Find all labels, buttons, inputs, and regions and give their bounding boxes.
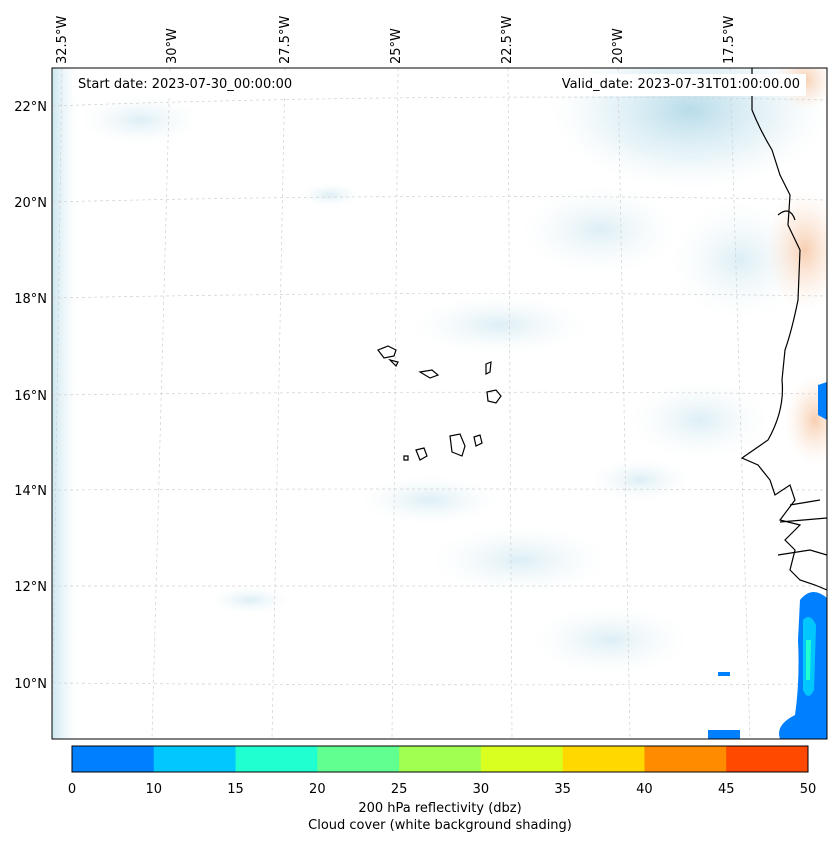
colorbar-label: 200 hPa reflectivity (dbz) — [358, 801, 522, 816]
reflectivity-cells — [708, 382, 827, 739]
map-area — [52, 68, 827, 739]
colorbar-tick-label: 20 — [309, 782, 326, 797]
lon-label: 32.5°W — [55, 16, 70, 64]
colorbar-tick-label: 35 — [554, 782, 571, 797]
colorbar-tick-label: 45 — [717, 782, 735, 797]
lat-label: 16°N — [14, 389, 47, 404]
lat-label: 18°N — [14, 292, 47, 307]
lat-label: 10°N — [14, 677, 47, 692]
islands — [377, 345, 502, 461]
colorbar-segment — [235, 746, 318, 772]
colorbar-sublabel: Cloud cover (white background shading) — [308, 818, 572, 833]
valid-date-label: Valid_date: 2023-07-31T01:00:00.00 — [555, 74, 806, 96]
coastline — [740, 68, 827, 591]
lon-label: 25°W — [389, 28, 404, 64]
colorbar-frame — [71, 745, 809, 773]
lat-label: 12°N — [14, 580, 47, 595]
colorbar — [72, 746, 809, 772]
colorbar-segment — [562, 746, 645, 772]
colorbar-segment — [399, 746, 482, 772]
colorbar-segment — [72, 746, 155, 772]
lon-label: 27.5°W — [278, 16, 293, 64]
lat-label: 14°N — [14, 484, 47, 499]
colorbar-tick-label: 10 — [145, 782, 163, 797]
lon-label: 30°W — [165, 28, 180, 64]
colorbar-tick-label: 30 — [472, 782, 490, 797]
colorbar-tick-label: 40 — [636, 782, 653, 797]
colorbar-segment — [153, 746, 237, 772]
start-date-label: Start date: 2023-07-30_00:00:00 — [72, 74, 299, 96]
longitude-labels: 32.5°W 30°W 27.5°W 25°W 22.5°W 20°W 17.5… — [55, 16, 737, 64]
lat-label: 20°N — [14, 196, 47, 211]
colorbar-segment — [644, 746, 727, 772]
colorbar-segment — [317, 746, 400, 772]
colorbar-segment — [726, 746, 809, 772]
lat-label: 22°N — [14, 100, 47, 115]
lon-label: 22.5°W — [500, 16, 515, 64]
colorbar-tick-label: 15 — [227, 782, 244, 797]
lon-label: 17.5°W — [722, 16, 737, 64]
latitude-labels: 22°N 20°N 18°N 16°N 14°N 12°N 10°N — [14, 100, 47, 692]
colorbar-tick-label: 0 — [67, 782, 77, 797]
map-frame — [51, 67, 828, 740]
gridlines — [52, 68, 827, 739]
colorbar-tick-label: 50 — [799, 782, 817, 797]
colorbar-segment — [480, 746, 564, 772]
colorbar-tick-label: 25 — [390, 782, 408, 797]
lon-label: 20°W — [611, 28, 626, 64]
